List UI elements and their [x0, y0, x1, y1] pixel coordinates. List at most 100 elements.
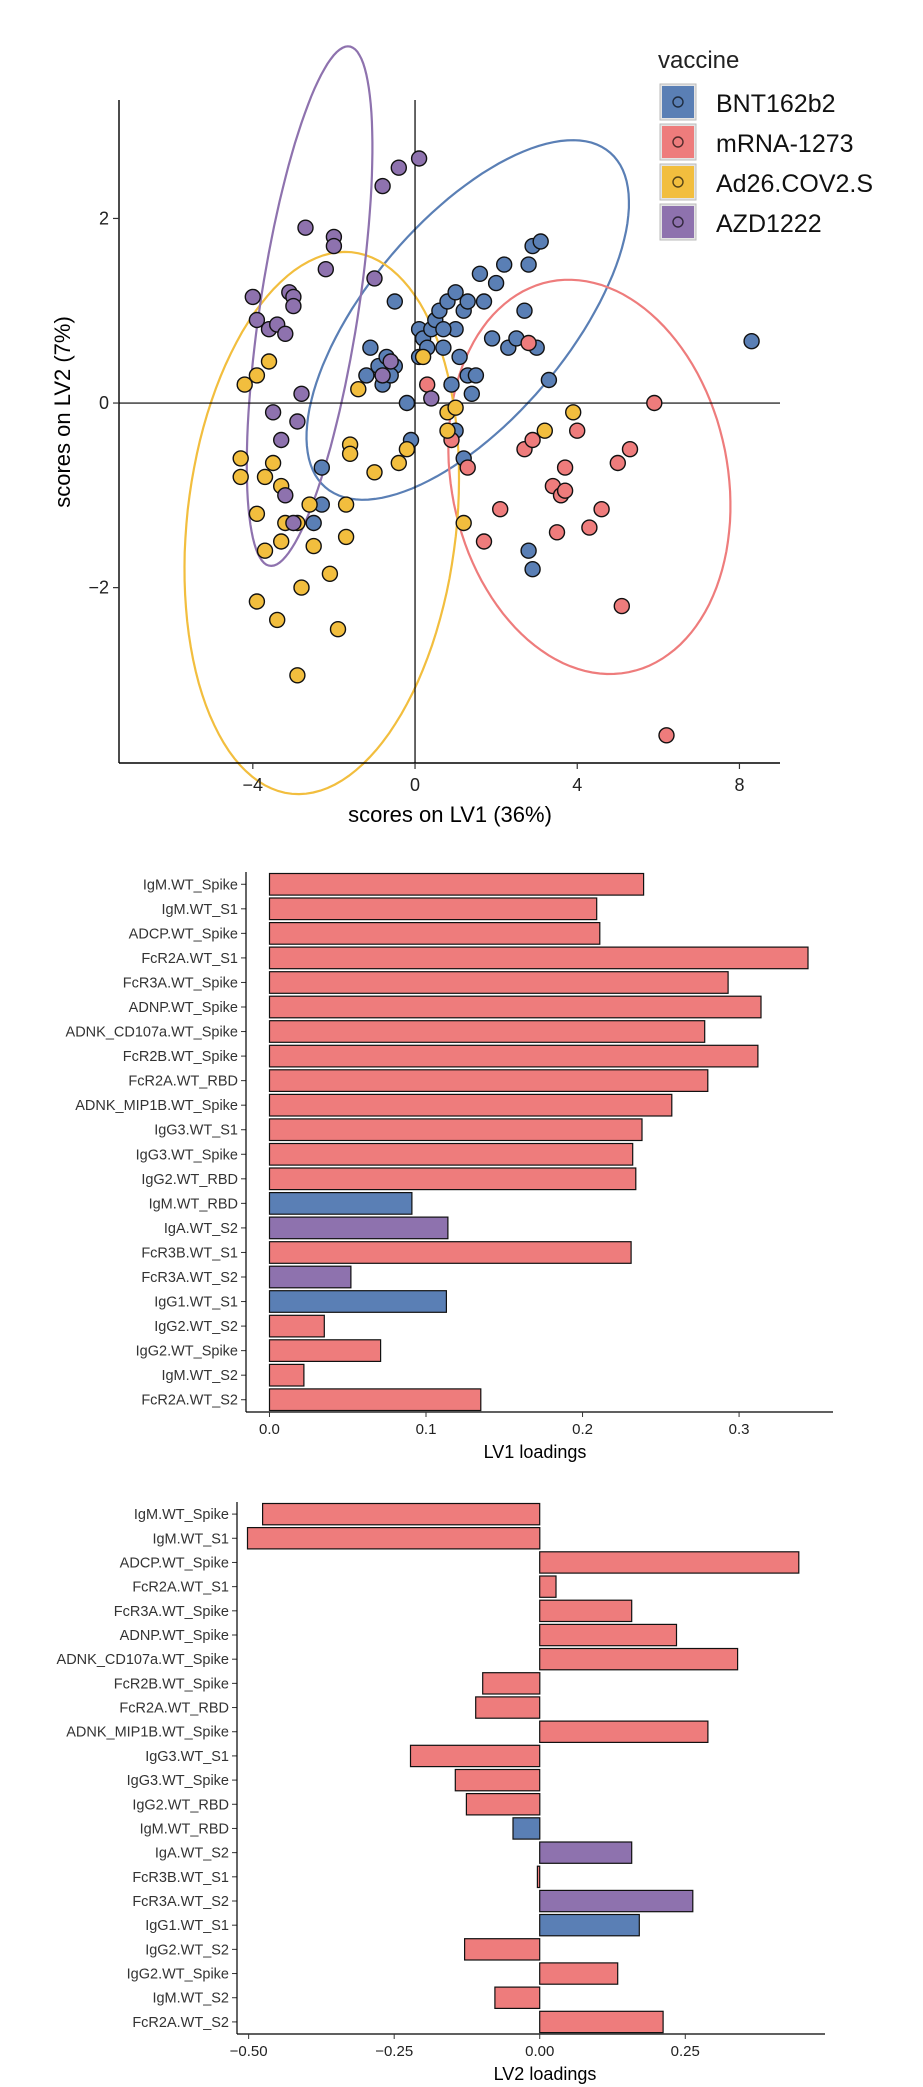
point-ad26-cov2-s: [232, 450, 249, 467]
bar-fcr3a-wt-spike: [539, 1599, 633, 1623]
point-mrna-1273: [646, 394, 663, 412]
category-label: FcR3A.WT_S2: [132, 1894, 229, 1910]
point-mrna-1273: [492, 501, 509, 518]
point-ad26-cov2-s: [293, 579, 310, 596]
category-label: IgG2.WT_S2: [154, 1319, 238, 1335]
category-label: ADNP.WT_Spike: [120, 1628, 229, 1644]
bar-fcr3a-wt-spike: [268, 971, 729, 994]
legend: vaccine BNT162b2 mRNA-1273 Ad26.COV2.S AZD1…: [658, 47, 873, 241]
point-mrna-1273: [593, 501, 610, 518]
point-ad26-cov2-s: [439, 422, 456, 439]
category-label: IgG1.WT_S1: [154, 1295, 238, 1311]
bar-igg1-wt-s1: [539, 1913, 640, 1937]
legend-label-ad26-cov2-s: Ad26.COV2.S: [716, 170, 873, 198]
bar-iga-wt-s2: [268, 1216, 449, 1240]
point-ad26-cov2-s: [248, 505, 266, 522]
category-label: IgM.WT_S1: [161, 902, 238, 918]
point-azd1222: [390, 159, 407, 176]
bar-fcr2a-wt-rbd: [475, 1696, 541, 1719]
point-bnt162b2: [459, 293, 476, 310]
category-label: FcR3A.WT_Spike: [114, 1604, 229, 1620]
scatter-x-tick-label: 0: [410, 775, 420, 795]
bar-igg3-wt-s1: [268, 1118, 643, 1142]
point-azd1222: [273, 431, 290, 449]
point-ad26-cov2-s: [248, 367, 266, 384]
category-label: IgG3.WT_S1: [145, 1749, 229, 1765]
bar-x-tick-label: 0.00: [525, 2043, 554, 2060]
scatter-plot: −4 0 4 8 −2 0 2 scores on LV1 (36%) scores on …: [50, 45, 780, 827]
point-bnt162b2: [524, 561, 541, 578]
point-bnt162b2: [487, 274, 505, 292]
bar-fcr3a-wt-s2: [268, 1265, 352, 1289]
bar-adnk-cd107a-wt-spike: [539, 1647, 739, 1671]
scatter-y-axis-title: scores on LV2 (7%): [50, 316, 75, 508]
legend-key-dot: [672, 176, 684, 188]
point-mrna-1273: [520, 334, 537, 352]
bar-fcr2a-wt-s1: [539, 1575, 557, 1598]
bar-igg2-wt-s2: [464, 1938, 541, 1961]
bar-igm-wt-spike: [262, 1502, 541, 1526]
category-label: IgG2.WT_S2: [145, 1942, 229, 1958]
bar-igg1-wt-s1: [268, 1290, 447, 1313]
category-label: FcR3B.WT_S1: [132, 1870, 229, 1886]
bar-x-tick-label: −0.50: [230, 2043, 268, 2060]
point-azd1222: [382, 353, 399, 370]
bar-igg3-wt-spike: [268, 1142, 634, 1166]
bar-adnp-wt-spike: [539, 1623, 678, 1647]
point-bnt162b2: [467, 367, 485, 384]
bar-adnk-mip1b-wt-spike: [539, 1720, 709, 1743]
category-label: FcR2A.WT_S2: [132, 2015, 229, 2031]
bar-adnp-wt-spike: [268, 995, 762, 1019]
point-mrna-1273: [475, 533, 493, 550]
point-ad26-cov2-s: [536, 422, 553, 439]
point-azd1222: [297, 219, 314, 236]
point-mrna-1273: [524, 431, 541, 449]
scatter-x-tick-label: 4: [572, 775, 582, 795]
bar-fcr2b-wt-spike: [268, 1044, 759, 1068]
point-azd1222: [285, 297, 302, 315]
bar-adcp-wt-spike: [268, 921, 601, 945]
point-bnt162b2: [451, 348, 468, 366]
point-bnt162b2: [743, 333, 760, 350]
point-mrna-1273: [548, 524, 566, 541]
point-bnt162b2: [475, 293, 493, 310]
category-label: IgG2.WT_Spike: [127, 1967, 229, 1983]
point-ad26-cov2-s: [350, 381, 367, 398]
bar-fcr2a-wt-rbd: [268, 1069, 709, 1093]
point-mrna-1273: [613, 597, 630, 615]
category-label: IgG2.WT_RBD: [132, 1797, 229, 1813]
category-label: ADCP.WT_Spike: [120, 1555, 229, 1571]
point-bnt162b2: [447, 284, 464, 301]
point-ad26-cov2-s: [447, 399, 464, 416]
point-ad26-cov2-s: [565, 404, 582, 421]
bar-igg2-wt-spike: [539, 1962, 619, 1985]
legend-label-mrna-1273: mRNA-1273: [716, 130, 854, 158]
bar-fcr2a-wt-s1: [268, 946, 809, 970]
point-mrna-1273: [459, 459, 476, 476]
category-label: IgG3.WT_S1: [154, 1123, 238, 1139]
point-bnt162b2: [398, 394, 416, 412]
bar-x-tick-label: −0.25: [375, 2043, 413, 2060]
category-label: FcR2A.WT_S2: [141, 1393, 238, 1409]
point-bnt162b2: [435, 321, 452, 338]
bar-x-tick-label: 0.25: [671, 2043, 700, 2060]
bar-igg3-wt-s1: [409, 1744, 541, 1768]
point-mrna-1273: [581, 519, 598, 536]
ellipse-bnt162b2: [305, 139, 631, 501]
bar-igm-wt-rbd: [268, 1191, 413, 1215]
point-bnt162b2: [305, 514, 322, 532]
category-label: ADCP.WT_Spike: [129, 926, 238, 942]
scatter-y-tick-label: 2: [99, 208, 109, 228]
category-label: ADNK_MIP1B.WT_Spike: [75, 1098, 238, 1114]
point-azd1222: [325, 237, 343, 255]
point-ad26-cov2-s: [260, 353, 278, 370]
point-mrna-1273: [569, 422, 586, 439]
bar-igg2-wt-rbd: [268, 1167, 637, 1191]
point-bnt162b2: [471, 265, 489, 282]
category-label: IgA.WT_S2: [164, 1221, 238, 1237]
bar-igg2-wt-rbd: [465, 1792, 541, 1816]
bar-adnk-mip1b-wt-spike: [268, 1093, 673, 1117]
point-ad26-cov2-s: [256, 468, 274, 486]
scatter-x-tick-label: 8: [734, 775, 744, 795]
